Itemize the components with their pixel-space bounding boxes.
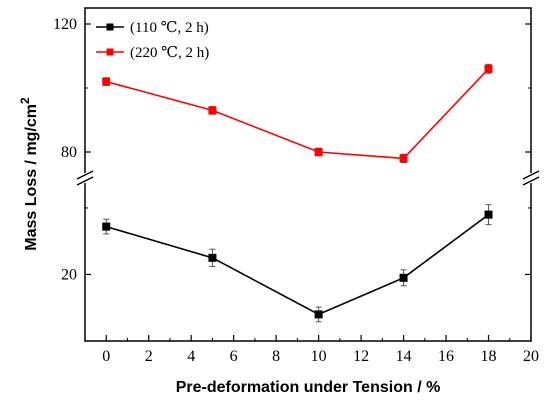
axis-break-mark xyxy=(522,176,540,186)
x-tick-label: 18 xyxy=(481,348,497,365)
axis-break-mark xyxy=(76,170,94,180)
legend-label-1: (220 ℃, 2 h) xyxy=(130,45,209,61)
y-axis-title-superscript: 2 xyxy=(18,97,32,104)
data-point-1 xyxy=(399,154,408,163)
series-line-1 xyxy=(106,68,490,160)
tick-group xyxy=(85,23,532,341)
y-tick-label: 120 xyxy=(53,16,77,33)
legend-marker-0 xyxy=(106,23,114,31)
x-tick-label: 12 xyxy=(353,348,369,365)
x-tick-label: 2 xyxy=(145,348,153,365)
series-line-0 xyxy=(106,213,490,316)
y-tick-label: 80 xyxy=(61,144,77,161)
data-point-0 xyxy=(399,273,408,282)
data-point-1 xyxy=(102,77,111,86)
axis-break-mark xyxy=(522,170,540,180)
data-point-0 xyxy=(102,222,111,231)
x-tick-label: 20 xyxy=(523,348,539,365)
x-tick-label: 14 xyxy=(396,348,412,365)
x-tick-label: 0 xyxy=(102,348,110,365)
data-point-1 xyxy=(314,148,323,156)
x-tick-label: 4 xyxy=(187,348,195,365)
tick-label-group: 0 2 4 6 8 10 12 14 16 18 20 80 120 20 xyxy=(53,16,539,365)
y-tick-label: 20 xyxy=(61,266,77,283)
data-point-0 xyxy=(484,210,493,219)
y-axis-title-main: Mass Loss / mg/cm xyxy=(23,104,40,251)
x-tick-label: 16 xyxy=(438,348,454,365)
legend-marker-1 xyxy=(106,48,114,56)
data-point-1 xyxy=(208,106,217,115)
data-point-1 xyxy=(484,64,493,73)
series-group xyxy=(102,63,493,323)
x-tick-label: 8 xyxy=(272,348,280,365)
y-axis-title: Mass Loss / mg/cm2 xyxy=(18,97,40,251)
x-tick-label: 6 xyxy=(230,348,238,365)
data-point-0 xyxy=(208,253,217,262)
legend-label-0: (110 ℃, 2 h) xyxy=(130,20,209,36)
x-axis-title: Pre-deformation under Tension / % xyxy=(176,379,441,396)
legend: (110 ℃, 2 h) (220 ℃, 2 h) xyxy=(96,20,209,61)
data-point-0 xyxy=(314,310,323,319)
axis-break-group xyxy=(76,170,540,186)
axis-break-gap xyxy=(76,173,94,183)
axis-break-mark xyxy=(76,176,94,186)
x-tick-label: 10 xyxy=(311,348,327,365)
axis-break-gap xyxy=(522,173,540,183)
